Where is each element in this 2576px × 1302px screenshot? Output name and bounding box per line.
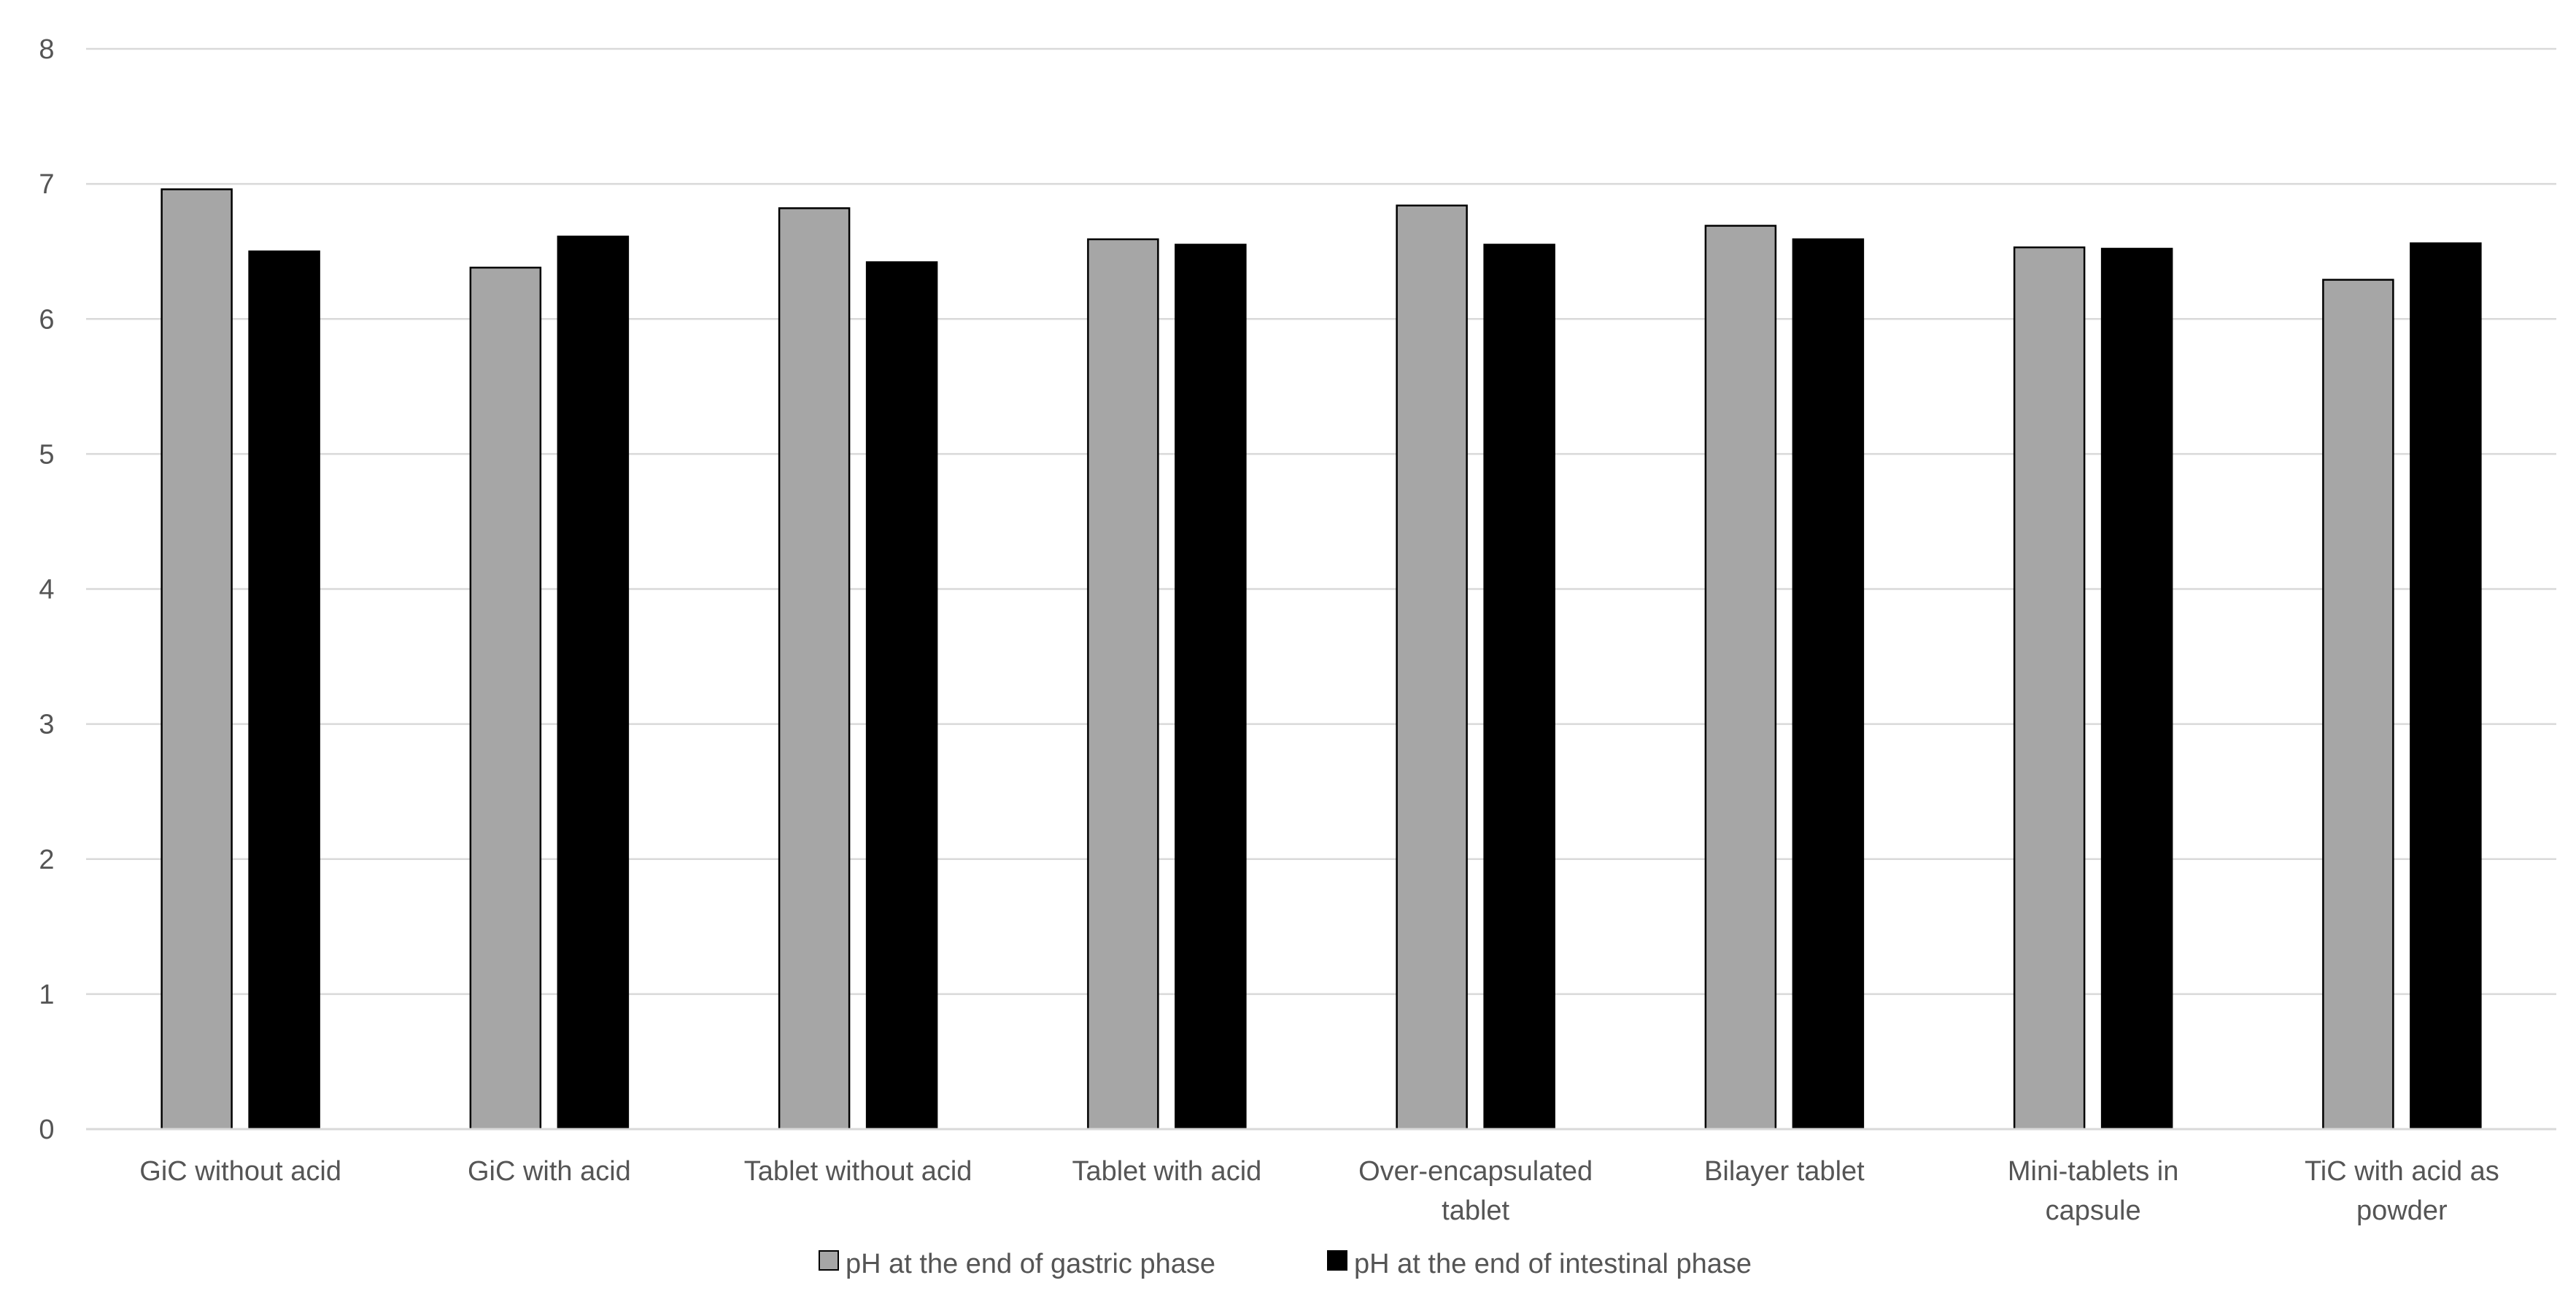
- bars: [160, 188, 2482, 1131]
- y-tick-label: 7: [39, 169, 54, 200]
- y-tick-label: 5: [39, 439, 54, 470]
- x-category-label: Tablet with acid: [1072, 1156, 1261, 1187]
- bar-gastric-phase-4: [1396, 204, 1468, 1131]
- gridlines: [86, 47, 2556, 996]
- legend-label-intestinal: pH at the end of intestinal phase: [1354, 1249, 1752, 1279]
- x-axis-category-labels: GiC without acid GiC with acid Tablet with…: [139, 1156, 2499, 1226]
- x-category-label: Over-encapsulated: [1358, 1156, 1593, 1187]
- x-category-label: tablet: [1442, 1196, 1509, 1226]
- x-category-label: powder: [2356, 1196, 2448, 1226]
- x-category-label: TiC with acid as: [2305, 1156, 2499, 1187]
- y-tick-label: 0: [39, 1115, 54, 1145]
- bar-gastric-phase-6: [2013, 246, 2086, 1131]
- x-category-label: GiC without acid: [139, 1156, 341, 1187]
- legend-swatch-intestinal: [1327, 1250, 1347, 1271]
- legend-label-gastric: pH at the end of gastric phase: [846, 1249, 1215, 1279]
- bar-gastric-phase-5: [1704, 225, 1777, 1131]
- bar-gastric-phase-0: [160, 188, 233, 1131]
- bar-gastric-phase-2: [778, 207, 851, 1131]
- y-tick-label: 2: [39, 845, 54, 875]
- legend-swatch-gastric: [819, 1250, 839, 1271]
- x-category-label: Bilayer tablet: [1704, 1156, 1865, 1187]
- y-tick-label: 1: [39, 980, 54, 1010]
- x-category-label: GiC with acid: [468, 1156, 631, 1187]
- bar-intestinal-phase-2: [865, 261, 938, 1131]
- x-category-label: Tablet without acid: [744, 1156, 972, 1187]
- bar-intestinal-phase-1: [557, 236, 630, 1131]
- y-tick-label: 6: [39, 304, 54, 335]
- bar-intestinal-phase-3: [1175, 244, 1247, 1131]
- y-tick-label: 8: [39, 34, 54, 65]
- y-tick-label: 3: [39, 710, 54, 740]
- bar-intestinal-phase-6: [2100, 247, 2173, 1131]
- bar-intestinal-phase-4: [1483, 244, 1555, 1131]
- bar-intestinal-phase-5: [1792, 238, 1865, 1131]
- x-category-label: Mini-tablets in: [2008, 1156, 2178, 1187]
- x-category-label: capsule: [2046, 1196, 2141, 1226]
- y-tick-label: 4: [39, 575, 54, 605]
- y-axis-tick-labels: 0 1 2 3 4 5 6 7 8: [39, 34, 54, 1145]
- bar-intestinal-phase-7: [2410, 242, 2482, 1131]
- bar-gastric-phase-3: [1087, 238, 1159, 1131]
- bar-gastric-phase-1: [469, 266, 542, 1131]
- legend: pH at the end of gastric phase pH at the …: [819, 1249, 1752, 1279]
- bar-intestinal-phase-0: [248, 250, 320, 1131]
- bar-gastric-phase-7: [2322, 279, 2394, 1131]
